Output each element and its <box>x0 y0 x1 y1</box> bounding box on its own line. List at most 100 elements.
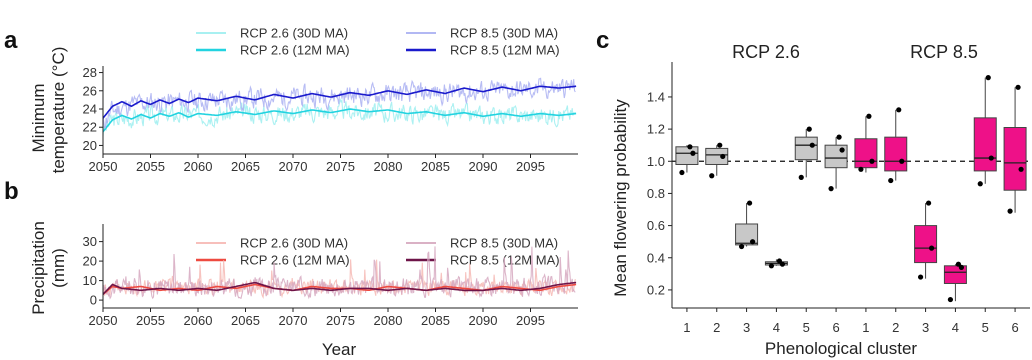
x-tick-label: 2055 <box>136 313 165 328</box>
x-tick-label: 2080 <box>374 159 403 174</box>
y-tick-label: 26 <box>83 83 97 98</box>
data-point <box>899 158 905 164</box>
x-tick-label: 3 <box>922 320 929 335</box>
box-rcp85-cluster-3 <box>914 200 938 280</box>
x-tick-label: 2090 <box>469 313 498 328</box>
x-tick-label: 2060 <box>184 313 213 328</box>
data-point <box>1018 166 1024 172</box>
x-tick-label: 5 <box>803 320 810 335</box>
panel-letter-b: b <box>4 178 19 205</box>
data-point <box>888 177 894 184</box>
precipitation-plot-area <box>103 246 577 300</box>
box-rcp85-cluster-4 <box>943 261 967 303</box>
x-tick-label: 2075 <box>326 159 355 174</box>
data-point <box>690 150 696 156</box>
box-rcp85-cluster-1 <box>854 113 878 173</box>
box-rcp26-cluster-5 <box>794 126 818 180</box>
group-label-rcp26: RCP 2.6 <box>732 42 800 62</box>
flowering-x-axis-title: Phenological cluster <box>765 339 917 358</box>
x-tick-label: 1 <box>862 320 869 335</box>
data-point <box>738 243 745 250</box>
box-body <box>854 138 878 169</box>
temperature-y-axis-title-line2: temperature (°C) <box>49 47 68 174</box>
box-body <box>794 136 818 161</box>
data-point <box>828 186 834 192</box>
data-point <box>839 147 845 153</box>
box-body <box>705 147 729 165</box>
data-point <box>925 200 932 206</box>
data-point <box>746 200 753 206</box>
y-tick-label: 22 <box>83 120 97 135</box>
series-line-prec-3 <box>103 281 577 295</box>
y-tick-label: 28 <box>83 65 97 80</box>
data-point <box>720 153 726 160</box>
y-tick-label: 1.4 <box>647 89 665 104</box>
series-line-temp-0 <box>103 98 576 137</box>
box-body <box>914 225 938 264</box>
precipitation-axes: 0 10 20 30 2050 2055 2060 2065 2070 2075 2080 2085 2… <box>83 224 578 328</box>
temperature-line-chart: RCP 2.6 (30D MA) RCP 2.6 (12M MA) RCP 8.5 … <box>29 26 578 174</box>
box-rcp26-cluster-3 <box>735 200 759 250</box>
y-tick-label: 0 <box>90 293 97 308</box>
data-point <box>947 296 954 303</box>
x-tick-label: 6 <box>832 320 839 335</box>
data-point <box>809 142 815 148</box>
legend-label: RCP 2.6 (12M MA) <box>240 43 350 58</box>
temperature-legend: RCP 2.6 (30D MA) RCP 2.6 (12M MA) RCP 8.5 … <box>196 26 560 58</box>
y-tick-label: 20 <box>83 138 97 153</box>
data-point <box>709 173 715 179</box>
series-line-temp-2 <box>103 77 576 129</box>
box-body <box>943 265 967 284</box>
legend-label: RCP 8.5 (30D MA) <box>450 26 558 41</box>
legend-label: RCP 8.5 (30D MA) <box>450 236 558 251</box>
group-label-rcp85: RCP 8.5 <box>910 42 978 62</box>
legend-label: RCP 2.6 (30D MA) <box>240 236 348 251</box>
data-point <box>1007 208 1013 214</box>
precipitation-x-axis-title: Year <box>322 340 357 359</box>
data-point <box>687 144 693 150</box>
x-tick-label: 6 <box>1011 320 1018 335</box>
x-tick-label: 2070 <box>279 313 308 328</box>
y-tick-label: 0.8 <box>647 186 665 201</box>
x-tick-label: 4 <box>952 320 959 335</box>
x-tick-label: 2090 <box>469 159 498 174</box>
x-tick-label: 2070 <box>279 159 308 174</box>
box-rcp85-cluster-2 <box>884 107 908 184</box>
box-rcp26-cluster-4 <box>764 258 788 269</box>
precipitation-y-axis-title-line1: Precipitation <box>29 221 48 315</box>
box-rcp26-cluster-6 <box>824 134 848 192</box>
data-point <box>858 166 864 172</box>
y-tick-label: 10 <box>83 273 97 288</box>
x-tick-label: 2080 <box>374 313 403 328</box>
y-tick-label: 1.0 <box>647 154 665 169</box>
y-tick-label: 1.2 <box>647 122 665 137</box>
data-point <box>985 75 991 81</box>
x-tick-label: 2095 <box>516 313 545 328</box>
x-tick-label: 1 <box>683 320 690 335</box>
data-point <box>988 155 994 161</box>
flowering-y-axis-title: Mean flowering probability <box>611 99 630 297</box>
data-point <box>776 258 783 264</box>
series-line-prec-2 <box>103 283 577 295</box>
data-point <box>977 181 983 187</box>
precipitation-line-chart: RCP 2.6 (30D MA) RCP 2.6 (12M MA) RCP 8.5 … <box>29 221 578 359</box>
x-tick-label: 2050 <box>89 313 118 328</box>
y-tick-label: 0.2 <box>647 282 665 297</box>
flowering-box-plot: 1 2 3 4 5 6 1 2 3 4 5 6 0.2 0.4 0.6 0.8 1.0 1.2 1.4 RCP 2.… <box>611 42 1030 358</box>
data-point <box>928 245 935 251</box>
x-tick-label: 2085 <box>421 159 450 174</box>
box-rcp85-cluster-5 <box>973 75 997 187</box>
data-point <box>917 274 924 280</box>
data-point <box>749 239 756 245</box>
data-point <box>896 107 902 113</box>
data-point <box>836 134 842 140</box>
data-point <box>798 174 804 180</box>
y-tick-label: 20 <box>83 254 97 269</box>
data-point <box>806 126 812 132</box>
x-tick-label: 2 <box>713 320 720 335</box>
box-body <box>884 136 908 172</box>
data-point <box>866 113 872 119</box>
panel-letter-a: a <box>4 27 18 54</box>
data-point <box>717 142 723 148</box>
